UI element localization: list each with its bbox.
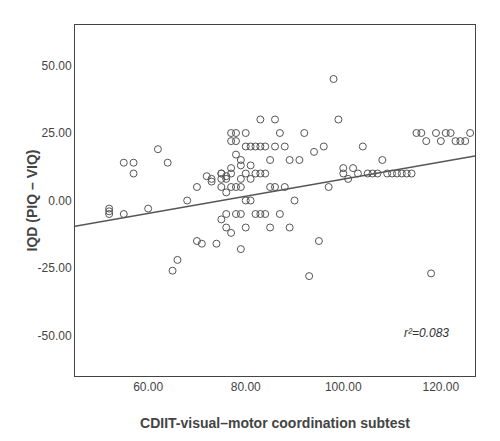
svg-text:25.00: 25.00: [42, 126, 72, 140]
svg-text:120.00: 120.00: [422, 380, 459, 394]
svg-text:50.00: 50.00: [42, 59, 72, 73]
svg-text:-25.00: -25.00: [38, 261, 72, 275]
svg-text:CDIIT-visual–motor coordinatio: CDIIT-visual–motor coordination subtest: [140, 415, 410, 431]
svg-text:80.00: 80.00: [231, 380, 261, 394]
svg-text:-50.00: -50.00: [38, 329, 72, 343]
svg-text:IQD (PIQ – VIQ): IQD (PIQ – VIQ): [24, 150, 40, 252]
svg-text:60.00: 60.00: [133, 380, 163, 394]
svg-text:100.00: 100.00: [325, 380, 362, 394]
svg-text:0.00: 0.00: [48, 194, 72, 208]
svg-text:r²=0.083: r²=0.083: [404, 326, 449, 340]
